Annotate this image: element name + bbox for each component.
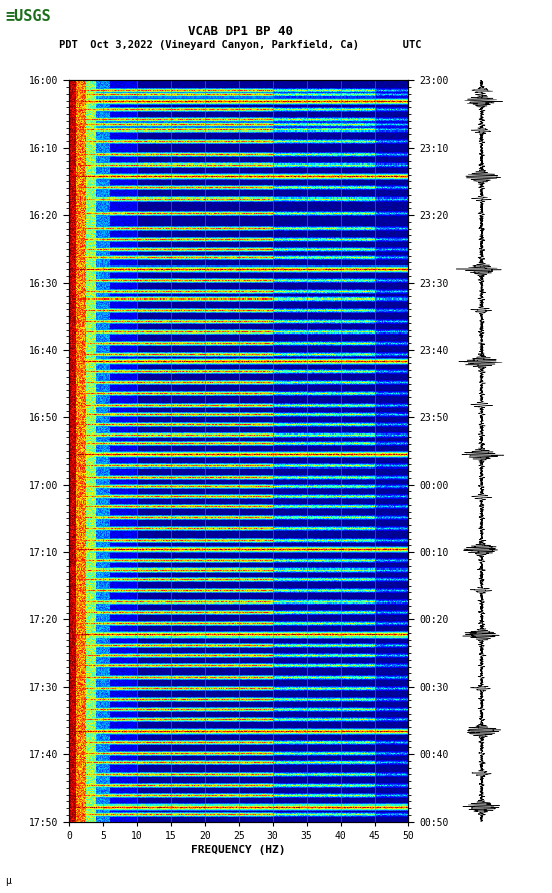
Text: VCAB DP1 BP 40: VCAB DP1 BP 40	[188, 25, 293, 38]
Text: μ: μ	[6, 876, 12, 886]
Text: PDT  Oct 3,2022 (Vineyard Canyon, Parkfield, Ca)       UTC: PDT Oct 3,2022 (Vineyard Canyon, Parkfie…	[59, 39, 421, 50]
Text: ≡USGS: ≡USGS	[6, 9, 51, 24]
X-axis label: FREQUENCY (HZ): FREQUENCY (HZ)	[192, 845, 286, 855]
